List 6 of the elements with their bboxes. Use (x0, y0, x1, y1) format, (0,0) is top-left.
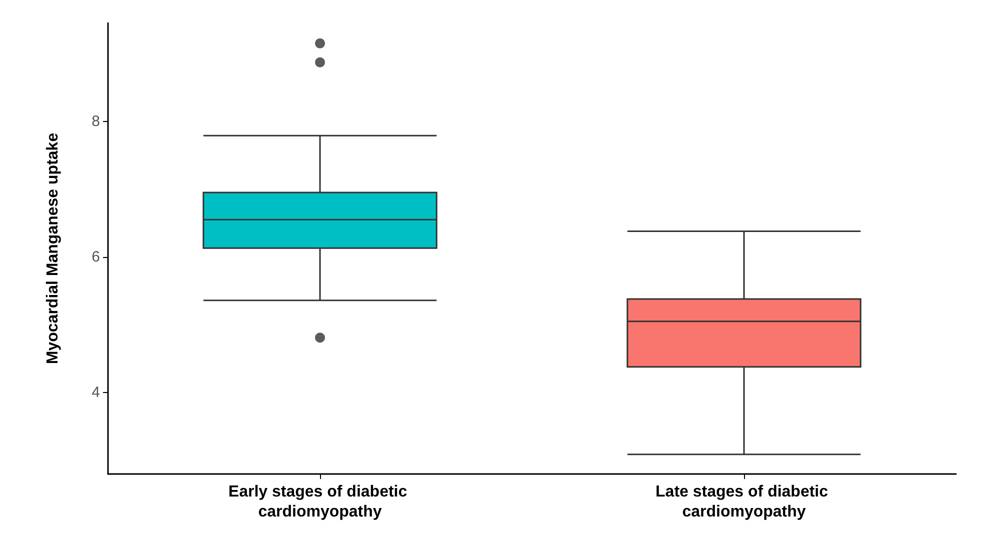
x-tick-label: Early stages of diabetic cardiomyopathy (228, 484, 412, 520)
y-axis-title: Myocardial Manganese uptake (44, 132, 62, 364)
x-tick-label: Late stages of diabetic cardiomyopathy (656, 484, 832, 520)
y-tick-label: 4 (92, 384, 100, 402)
y-tick-label: 8 (92, 112, 100, 130)
y-tick-label: 6 (92, 248, 100, 266)
